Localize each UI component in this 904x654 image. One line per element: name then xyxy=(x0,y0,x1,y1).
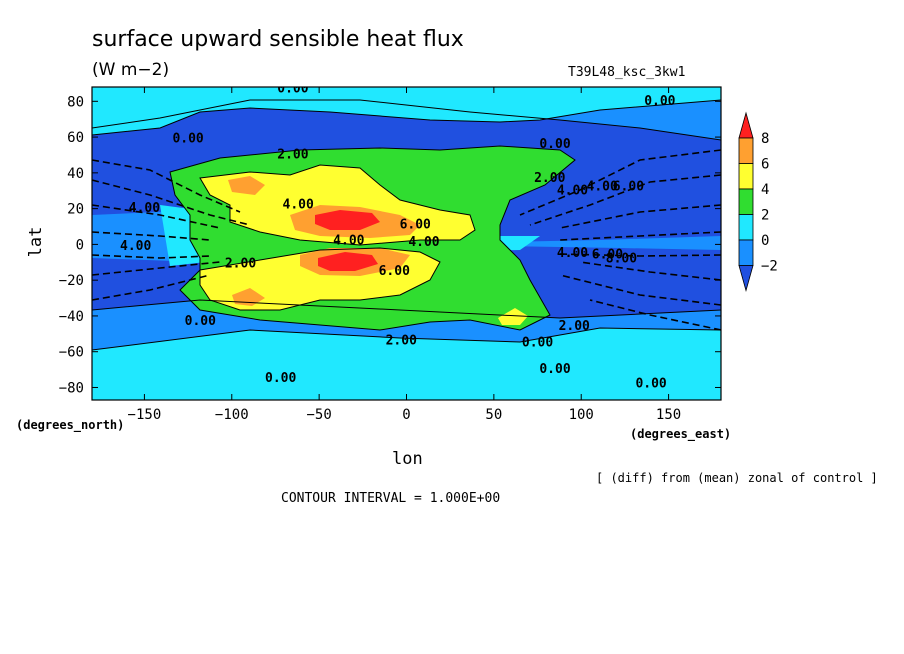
y-tick-label: −60 xyxy=(59,345,84,361)
y-tick-label: 20 xyxy=(67,202,84,218)
contour-labels: 0.000.000.00 0.002.002.004.004.006.004.00… xyxy=(120,81,676,391)
contour-label: 0.00 xyxy=(539,137,570,152)
contour-label: 4.00 xyxy=(283,198,314,213)
contour-label: 2.00 xyxy=(386,334,417,349)
chart-units: (W m−2) xyxy=(92,60,169,80)
contour-label: 0.00 xyxy=(539,362,570,377)
contour-label: 0.00 xyxy=(277,81,308,96)
contour-label: 4.00 xyxy=(120,239,151,254)
x-tick-label: 0 xyxy=(402,407,410,423)
chart-title: surface upward sensible heat flux xyxy=(92,27,464,52)
contour-label: 6.00 xyxy=(379,264,410,279)
contour-label: 0.00 xyxy=(265,371,296,386)
x-tick-label: −100 xyxy=(215,407,249,423)
colorbar-label: 8 xyxy=(761,131,769,147)
contour-label: 0.00 xyxy=(185,314,216,329)
contour-label: 0.00 xyxy=(172,131,203,146)
colorbar: 8 6 4 2 0 −2 xyxy=(738,111,778,292)
x-axis: −150 −100 −50 0 50 100 150 xyxy=(128,87,681,423)
x-axis-label: lon xyxy=(392,449,423,469)
colorbar-segment xyxy=(738,137,754,164)
x-tick-label: −50 xyxy=(306,407,331,423)
y-tick-label: −40 xyxy=(59,309,84,325)
run-label: T39L48_ksc_3kw1 xyxy=(568,65,685,80)
colorbar-label: −2 xyxy=(761,259,778,275)
negative-contours xyxy=(92,149,721,331)
contour-label: 6.00 xyxy=(613,180,644,195)
x-tick-label: 150 xyxy=(656,407,681,423)
colorbar-segment xyxy=(738,188,754,215)
contour-label: 0.00 xyxy=(635,376,666,391)
field-6-8 xyxy=(228,176,420,306)
y-tick-label: −80 xyxy=(59,380,84,396)
field-gt-8 xyxy=(315,210,380,271)
contour-label: 4.00 xyxy=(408,235,439,250)
x-tick-label: 50 xyxy=(485,407,502,423)
contour-label: 2.00 xyxy=(559,319,590,334)
y-axis: 80 60 40 20 0 −20 −40 −60 −80 xyxy=(59,94,721,396)
contour-label: 6.00 xyxy=(592,248,623,263)
contour-label: 6.00 xyxy=(400,217,431,232)
colorbar-segment xyxy=(738,163,754,190)
plot-area: 0.000.000.00 0.002.002.004.004.006.004.00… xyxy=(91,81,722,401)
colorbar-segment xyxy=(738,214,754,241)
colorbar-cap-bottom xyxy=(738,265,754,292)
y-axis-label: lat xyxy=(26,227,46,258)
contour-label: 4.00 xyxy=(557,246,588,261)
colorbar-segment xyxy=(738,239,754,266)
colorbar-cap-top xyxy=(738,111,754,139)
contour-label: 4.00 xyxy=(557,183,588,198)
y-tick-label: 0 xyxy=(76,237,84,253)
contour-interval: CONTOUR INTERVAL = 1.000E+00 xyxy=(281,491,500,506)
y-tick-label: 80 xyxy=(67,94,84,110)
heat-flux-field: 0.000.000.00 0.002.002.004.004.006.004.00… xyxy=(92,81,721,400)
contour-label: 2.00 xyxy=(277,148,308,163)
contour-label: 4.00 xyxy=(587,180,618,195)
x-tick-label: −150 xyxy=(128,407,162,423)
field-4-6 xyxy=(200,165,528,325)
y-unit-label: (degrees_north) xyxy=(16,418,124,433)
contour-lines xyxy=(92,99,721,351)
contour-label: 2.00 xyxy=(534,171,565,186)
y-tick-label: 40 xyxy=(67,166,84,182)
x-tick-label: 100 xyxy=(569,407,594,423)
y-tick-label: 60 xyxy=(67,130,84,146)
colorbar-label: 0 xyxy=(761,233,769,249)
contour-label: 4.00 xyxy=(129,201,160,216)
contour-label: 0.00 xyxy=(644,94,675,109)
colorbar-label: 6 xyxy=(761,157,769,173)
contour-label: 2.00 xyxy=(225,257,256,272)
colorbar-label: 4 xyxy=(761,182,769,198)
colorbar-label: 2 xyxy=(761,208,769,224)
reference-note: [ (diff) from (mean) zonal of control ] xyxy=(596,471,878,485)
contour-label: 4.00 xyxy=(333,233,364,248)
x-unit-label: (degrees_east) xyxy=(630,427,731,442)
contour-label: 8.00 xyxy=(606,251,637,266)
contour-label: 0.00 xyxy=(522,335,553,350)
y-tick-label: −20 xyxy=(59,273,84,289)
